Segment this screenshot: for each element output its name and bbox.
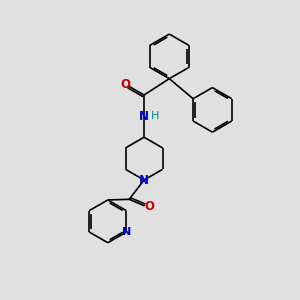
Text: H: H <box>151 110 160 121</box>
Text: N: N <box>139 173 149 187</box>
Text: O: O <box>120 78 130 91</box>
Text: N: N <box>139 110 149 123</box>
Text: O: O <box>144 200 154 213</box>
Text: N: N <box>122 227 131 237</box>
